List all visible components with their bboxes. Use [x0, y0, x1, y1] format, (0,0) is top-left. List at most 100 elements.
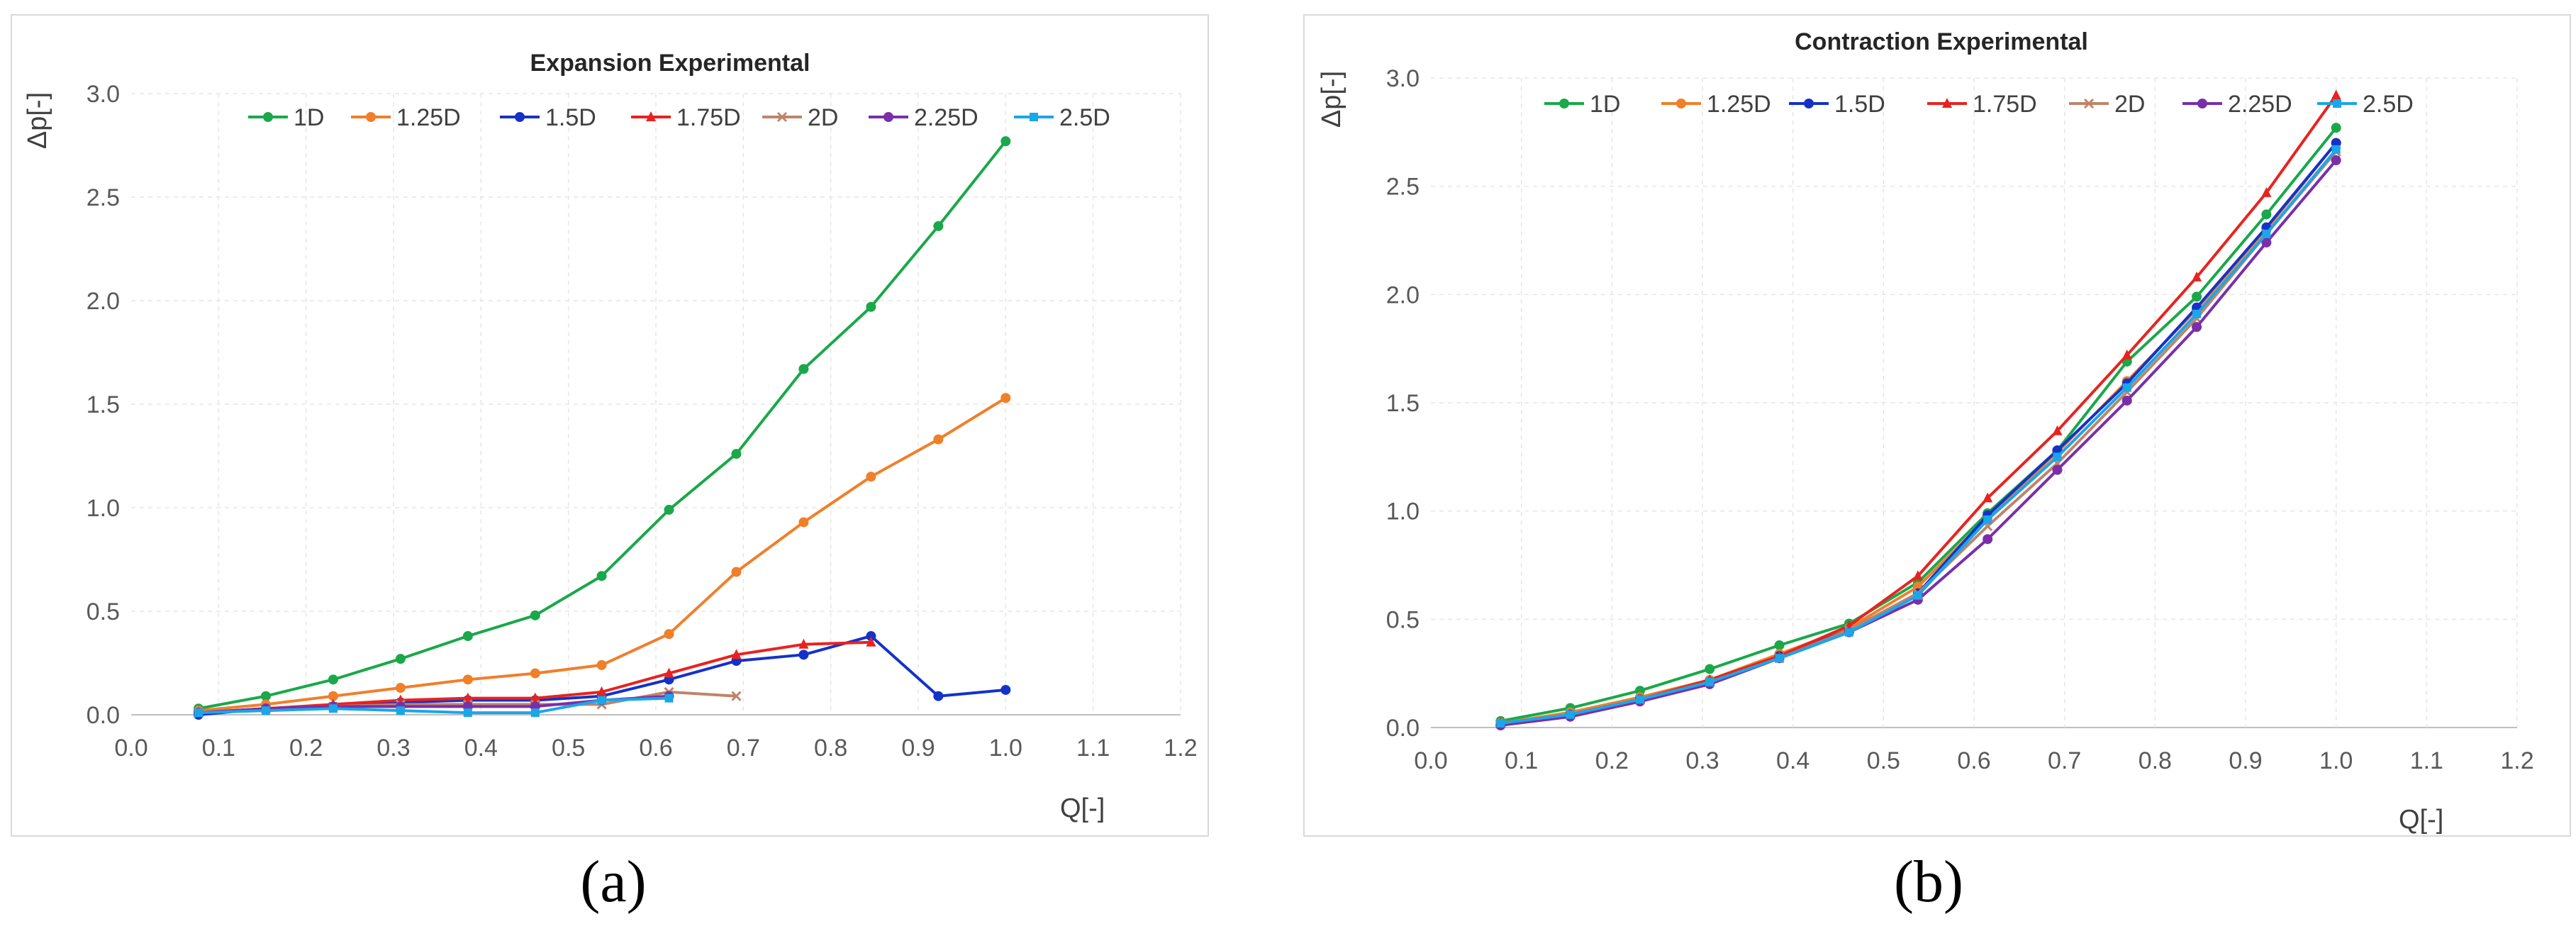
data-point [1912, 570, 1923, 581]
data-point [596, 686, 607, 696]
legend-marker [776, 111, 788, 123]
chart-title: Expansion Experimental [530, 50, 810, 77]
data-point [1496, 718, 1505, 728]
legend-label: 2D [808, 104, 838, 131]
data-point [798, 650, 809, 660]
x-axis-label: Q[-] [1060, 793, 1105, 823]
data-point [1566, 710, 1575, 719]
data-point [866, 301, 876, 312]
x-tick-label: 1.0 [2319, 747, 2353, 774]
y-axis-label: Δp[-] [23, 92, 52, 149]
x-tick-label: 0.6 [1957, 747, 1990, 774]
data-point [530, 692, 540, 703]
x-tick-label: 0.5 [1867, 747, 1900, 774]
y-tick-label: 1.5 [87, 391, 120, 418]
data-point [596, 571, 607, 581]
data-point [731, 567, 742, 577]
data-point [1000, 393, 1011, 403]
data-point [2192, 309, 2202, 318]
data-point [1775, 654, 1784, 663]
x-tick-label: 0.4 [464, 735, 498, 762]
legend-marker [1559, 99, 1569, 108]
x-tick-label: 1.0 [989, 735, 1022, 762]
data-point [2331, 145, 2341, 154]
data-point [463, 708, 472, 718]
x-tick-label: 0.0 [1414, 747, 1447, 774]
legend-label: 1.75D [1973, 91, 2037, 118]
y-tick-label: 1.0 [87, 495, 120, 522]
x-tick-label: 0.4 [1776, 747, 1810, 774]
legend-marker [1030, 113, 1038, 121]
x-tick-label: 0.9 [2229, 747, 2262, 774]
data-point [2053, 452, 2062, 462]
data-point [664, 693, 674, 703]
legend-marker [515, 112, 525, 122]
data-point [664, 667, 674, 678]
data-point [1000, 136, 1011, 147]
panel-label-a: (a) [580, 849, 647, 915]
legend-label: 1D [294, 104, 324, 131]
data-point [462, 674, 473, 685]
legend-marker [366, 112, 376, 122]
data-point [530, 708, 540, 718]
x-tick-label: 0.7 [2048, 747, 2081, 774]
legend-marker [1804, 99, 1814, 108]
chart-title: Contraction Experimental [1795, 28, 2088, 55]
data-point [866, 636, 876, 647]
data-point [933, 221, 944, 231]
data-point [2261, 209, 2272, 220]
data-point [933, 691, 944, 701]
legend-label: 1.25D [1707, 91, 1771, 118]
legend-marker [2333, 99, 2341, 108]
data-point [395, 654, 406, 664]
data-point [1983, 515, 1992, 524]
legend-label: 2D [2114, 91, 2145, 118]
series-line [198, 696, 669, 715]
x-tick-label: 1.1 [1076, 735, 1110, 762]
data-point [596, 659, 607, 670]
data-point [866, 472, 876, 482]
data-point [2331, 89, 2341, 100]
data-point [2331, 123, 2341, 133]
data-point [597, 696, 606, 705]
y-tick-label: 0.0 [87, 702, 120, 729]
chart-border [1303, 14, 2571, 837]
data-point [2262, 229, 2271, 238]
legend-marker [646, 111, 656, 121]
data-point [1635, 695, 1644, 704]
legend-label: 2.5D [1059, 104, 1110, 131]
y-tick-label: 0.5 [87, 598, 120, 625]
legend-marker [2083, 98, 2095, 109]
data-point [2052, 425, 2063, 435]
x-tick-label: 0.1 [202, 735, 235, 762]
data-point [664, 629, 674, 640]
data-point [1000, 684, 1011, 695]
y-tick-label: 0.0 [1386, 715, 1420, 742]
y-tick-label: 3.0 [1386, 65, 1420, 92]
x-tick-label: 0.3 [1685, 747, 1719, 774]
data-point [2122, 383, 2131, 392]
x-tick-label: 0.8 [814, 735, 847, 762]
legend-marker-stroke [776, 111, 788, 123]
data-point [462, 631, 473, 642]
data-point [1913, 591, 1922, 600]
y-axis-label: Δp[-] [1317, 71, 1346, 128]
data-point [530, 610, 540, 620]
y-tick-label: 1.0 [1386, 498, 1420, 525]
x-tick-label: 1.2 [2500, 747, 2533, 774]
data-point [1983, 534, 1993, 545]
x-axis-label: Q[-] [2399, 805, 2443, 835]
y-tick-label: 2.0 [1386, 282, 1420, 308]
chart-expansion: 0.0 0.5 1.0 1.5 2.0 2.5 3.0 0.0 0.1 0.2 0.3 0.4 0.5 0… [11, 14, 1209, 837]
data-point [2192, 322, 2202, 333]
legend-marker [1676, 99, 1686, 108]
legend-label: 1.5D [1834, 91, 1885, 118]
x-tick-label: 0.0 [114, 735, 147, 762]
legend-marker [2197, 99, 2207, 108]
x-tick-label: 0.2 [289, 735, 323, 762]
data-point [328, 674, 338, 685]
data-point [1983, 492, 1993, 503]
data-point [395, 683, 406, 693]
x-tick-label: 0.6 [639, 735, 672, 762]
